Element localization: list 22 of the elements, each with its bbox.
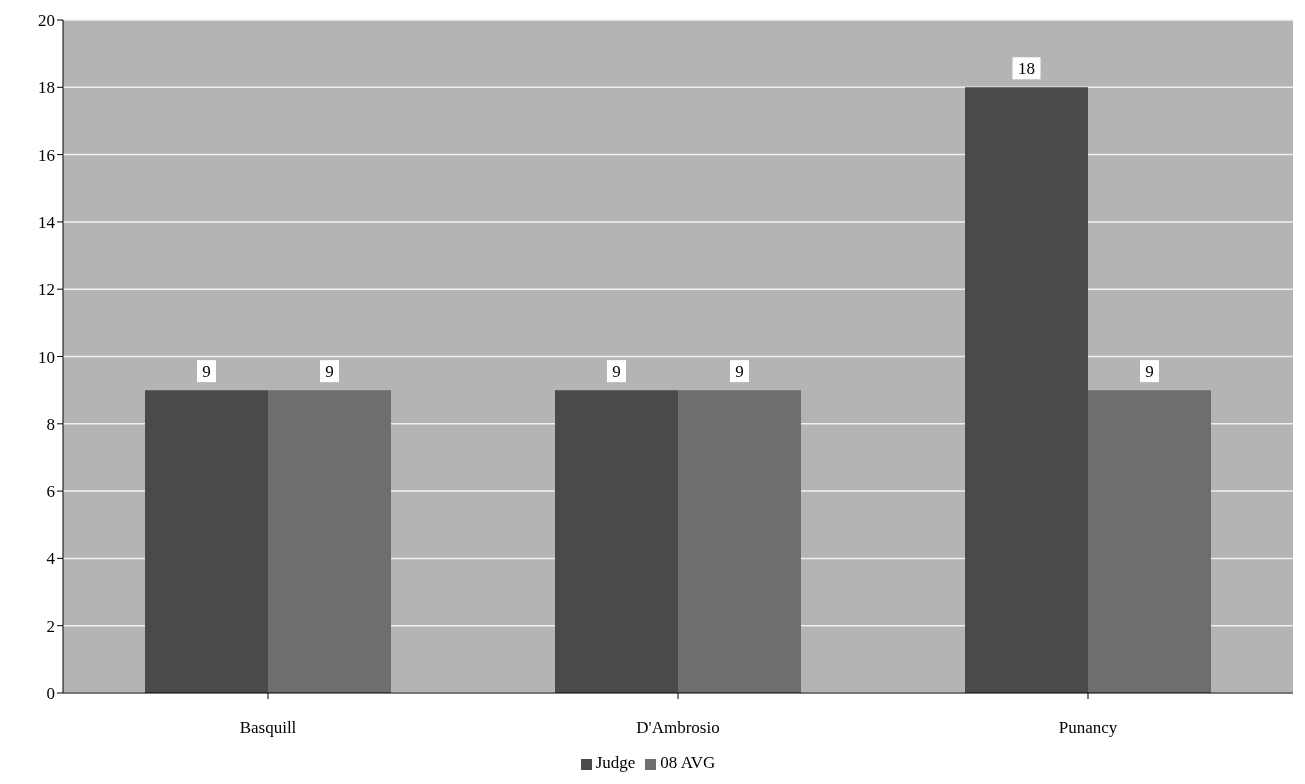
x-tick-label: Basquill xyxy=(239,718,297,738)
data-label: 9 xyxy=(735,362,744,382)
y-tick-label: 10 xyxy=(38,347,55,367)
legend-label: 08 AVG xyxy=(660,753,716,772)
data-label: 9 xyxy=(325,362,334,382)
y-tick-label: 20 xyxy=(38,11,55,31)
y-tick-label: 14 xyxy=(38,212,56,232)
data-label: 9 xyxy=(1145,362,1154,382)
x-tick-label: D'Ambrosio xyxy=(636,718,720,738)
x-tick-label: Punancy xyxy=(1058,718,1118,738)
y-tick-label: 4 xyxy=(46,549,56,569)
data-label: 9 xyxy=(202,362,211,382)
y-tick-label: 2 xyxy=(46,616,55,636)
y-tick-label: 12 xyxy=(38,280,55,300)
y-tick-label: 8 xyxy=(46,414,55,434)
y-tick-label: 18 xyxy=(38,78,55,98)
y-tick-label: 6 xyxy=(46,482,55,502)
data-label: 18 xyxy=(1018,59,1035,79)
legend-label: Judge xyxy=(595,753,636,772)
y-tick-label: 0 xyxy=(46,684,55,704)
y-tick-label: 16 xyxy=(38,145,55,165)
data-label: 9 xyxy=(612,362,621,382)
